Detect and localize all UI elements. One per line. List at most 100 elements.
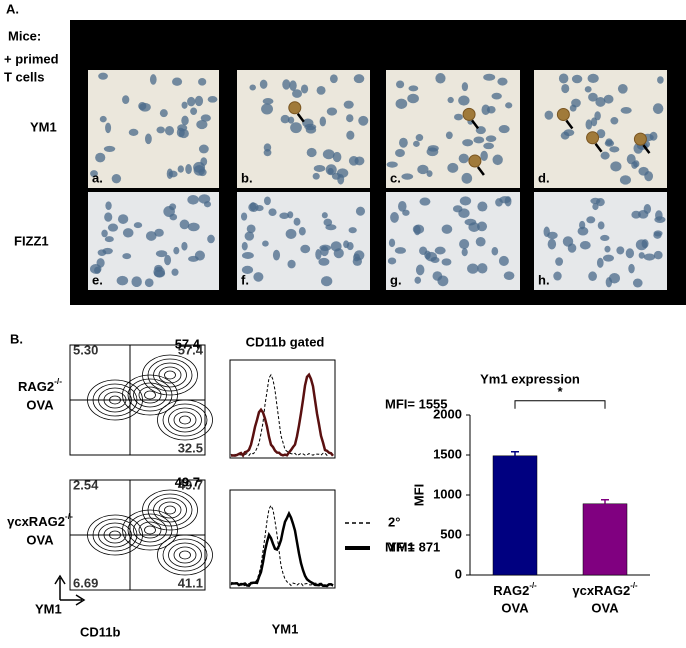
contour <box>92 518 138 552</box>
cell-nucleus <box>388 238 396 248</box>
cell-nucleus <box>164 254 172 266</box>
cell-nucleus <box>101 229 108 238</box>
cell-nucleus <box>280 114 290 124</box>
cell-nucleus <box>395 98 408 109</box>
column-header: γc-/-, OVA <box>572 25 629 43</box>
cell-nucleus <box>491 246 499 256</box>
cell-nucleus <box>498 255 509 267</box>
cell-nucleus <box>292 89 303 98</box>
cell-nucleus <box>432 271 443 281</box>
y-axis-label: MFI <box>411 484 426 506</box>
cell-nucleus <box>486 105 496 114</box>
cell-nucleus <box>196 119 208 130</box>
cell-nucleus <box>164 125 175 136</box>
x-tick-label: OVA <box>501 600 529 615</box>
cell-nucleus <box>302 118 314 128</box>
cell-nucleus <box>596 129 606 139</box>
cell-nucleus <box>477 201 488 212</box>
cell-nucleus <box>588 92 598 102</box>
cell-nucleus <box>128 128 139 136</box>
y-tick-label: 1500 <box>433 446 462 461</box>
contour <box>122 374 178 416</box>
x-tick-label: RAG2-/- <box>493 581 537 598</box>
cell-nucleus <box>90 170 98 178</box>
cell-nucleus <box>156 126 165 134</box>
cell-nucleus <box>319 116 327 127</box>
contour <box>164 370 176 380</box>
cell-nucleus <box>193 161 206 173</box>
cell-nucleus <box>181 115 189 126</box>
cell-nucleus <box>590 117 598 127</box>
label-name: γc <box>421 28 435 43</box>
cell-nucleus <box>104 212 113 222</box>
contour <box>87 379 143 421</box>
cell-nucleus <box>594 111 601 121</box>
cell-nucleus <box>348 227 357 234</box>
cell-nucleus <box>300 84 309 94</box>
cell-nucleus <box>173 246 180 255</box>
gate-percent: 57.4 <box>175 336 201 351</box>
histogram-ym1 <box>230 510 334 588</box>
cell-nucleus <box>387 257 397 265</box>
image-label: e. <box>92 272 103 287</box>
mice-label: Mice: <box>8 28 41 43</box>
cell-nucleus <box>480 150 488 162</box>
panel-label: A. <box>6 1 19 16</box>
contour <box>138 521 162 539</box>
cell-nucleus <box>263 143 272 152</box>
cell-nucleus <box>408 85 419 92</box>
cell-nucleus <box>492 154 503 166</box>
column-header: RAG2-/-, OVA <box>264 25 343 43</box>
contour <box>138 386 162 404</box>
cell-nucleus <box>169 203 177 211</box>
cell-nucleus <box>415 264 425 276</box>
cell-nucleus <box>268 208 277 217</box>
gate-percent: 49.7 <box>175 474 200 489</box>
cell-nucleus <box>321 212 328 219</box>
cell-nucleus <box>285 228 297 239</box>
contour <box>133 382 167 408</box>
label-suffix: , OVA <box>594 28 629 43</box>
cell-nucleus <box>262 97 274 105</box>
label-superscript: -/- <box>586 25 594 35</box>
contour <box>164 505 176 515</box>
cell-nucleus <box>105 122 112 134</box>
contour <box>179 415 191 425</box>
stained-cell <box>462 107 476 121</box>
cell-nucleus <box>253 272 264 282</box>
cell-nucleus <box>476 221 488 232</box>
contour <box>173 411 197 429</box>
cell-nucleus <box>159 109 168 118</box>
cell-nucleus <box>181 101 188 109</box>
quadrant-value: 6.69 <box>73 575 98 590</box>
contour <box>92 383 138 417</box>
cell-nucleus <box>316 85 326 95</box>
cell-nucleus <box>468 222 480 232</box>
cell-nucleus <box>600 151 610 160</box>
axis-arrows <box>54 574 86 606</box>
cell-nucleus <box>473 136 485 144</box>
stained-cell <box>556 107 570 121</box>
cell-nucleus <box>610 161 622 172</box>
cell-nucleus <box>337 173 345 185</box>
cell-nucleus <box>352 256 362 266</box>
cell-nucleus <box>287 259 296 269</box>
cell-nucleus <box>282 79 291 90</box>
cell-nucleus <box>425 251 438 262</box>
cell-nucleus <box>241 241 248 251</box>
contour <box>127 378 173 412</box>
cell-nucleus <box>592 203 599 211</box>
cell-nucleus <box>348 156 359 166</box>
label-superscript: -/- <box>436 25 444 35</box>
cell-nucleus <box>343 100 354 109</box>
cell-nucleus <box>179 219 190 230</box>
cell-nucleus <box>261 103 273 115</box>
cell-nucleus <box>329 74 338 84</box>
cell-nucleus <box>588 271 597 282</box>
cell-nucleus <box>503 271 515 280</box>
cell-nucleus <box>571 74 583 84</box>
cell-nucleus <box>417 164 429 175</box>
tcell-label: T cells <box>4 69 44 84</box>
cell-nucleus <box>495 198 503 207</box>
